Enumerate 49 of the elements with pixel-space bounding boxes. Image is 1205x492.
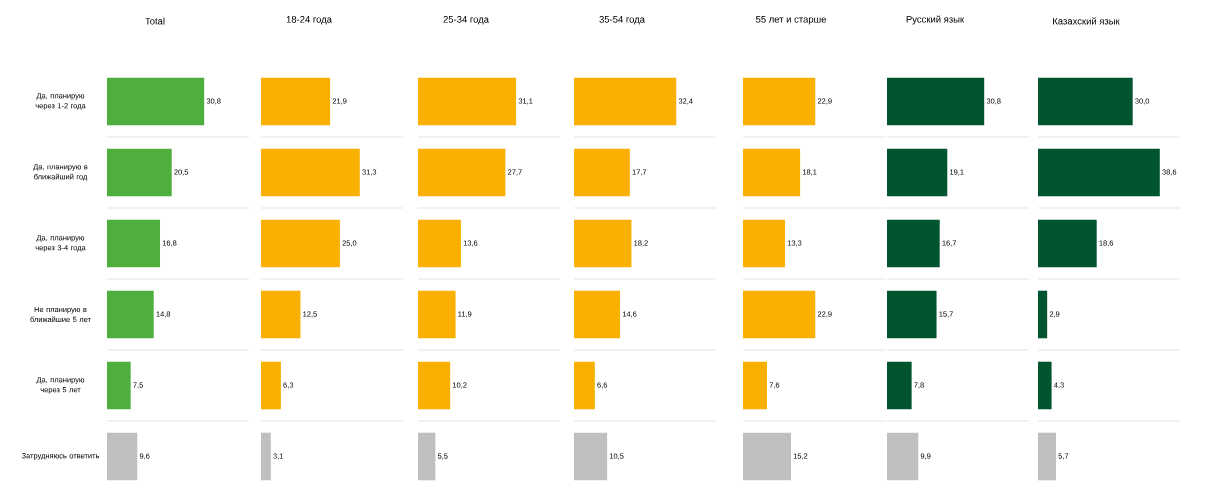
chart-title: Русский язык [906,15,965,25]
chart-title: 18-24 года [286,16,332,25]
bar [1038,432,1056,481]
bar [887,77,985,126]
bar [418,290,456,339]
chart-title: 35-54 года [599,16,645,25]
bar [887,432,919,481]
bar [261,290,301,339]
bar [261,361,281,410]
bar [574,219,632,268]
bar [743,432,791,481]
bar [107,290,154,339]
bar [261,148,360,197]
bar [574,148,630,197]
bar [887,219,940,268]
bar [1038,290,1048,339]
bar [887,148,948,197]
bar [574,77,677,126]
bar [107,361,131,410]
bar [107,219,161,268]
bar [887,290,937,339]
bar [418,77,517,126]
bar [107,432,138,481]
bar [743,361,767,410]
bar [418,148,506,197]
chart-title: 55 лет и старше [755,16,827,25]
bar [418,361,451,410]
bar [574,432,608,481]
bar [418,219,461,268]
bar [743,148,801,197]
bar [1038,219,1097,268]
bar [261,432,271,481]
chart-title: Казахский язык [1053,17,1120,25]
chart-title: Total [145,17,165,25]
bar [1038,148,1160,197]
chart-title: 25-34 года [443,16,489,25]
bar [418,432,436,481]
bar [743,219,785,268]
bar [261,77,331,126]
bar [887,361,912,410]
bar [743,77,816,126]
bar [743,290,816,339]
bar [574,290,621,339]
bar [1038,77,1133,126]
bar [574,361,595,410]
bar [1038,361,1052,410]
bar [107,148,172,197]
bar [261,219,340,268]
bar [107,77,205,126]
